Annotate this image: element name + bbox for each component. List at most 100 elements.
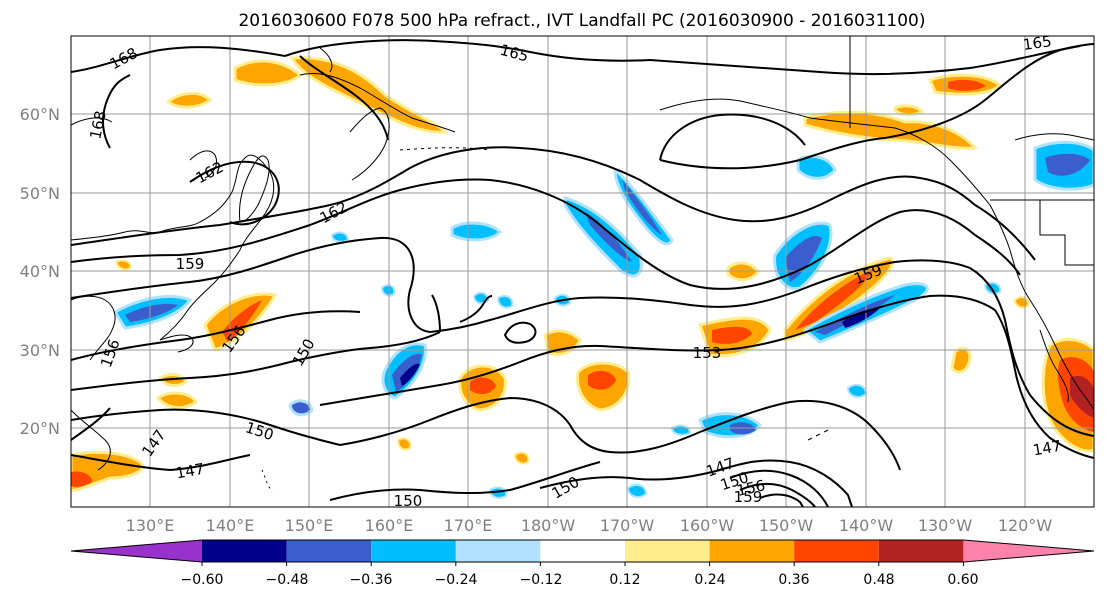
colorbar-cell	[202, 540, 287, 562]
lat-label: 60°N	[20, 105, 60, 124]
positive-region	[165, 92, 213, 109]
negative-region	[846, 383, 868, 398]
contour-line	[71, 408, 341, 446]
coastline	[349, 107, 390, 181]
contour-line	[429, 259, 971, 333]
contour-line	[659, 113, 806, 161]
negative-region	[488, 486, 508, 499]
contour-line	[729, 469, 829, 507]
positive-region	[513, 451, 530, 465]
contour-line	[503, 321, 537, 344]
lon-label: 170°W	[600, 516, 655, 535]
lat-label: 20°N	[20, 419, 60, 438]
lon-label: 130°E	[126, 516, 175, 535]
colorbar-tick: 0.60	[947, 572, 978, 588]
negative-region	[330, 231, 350, 243]
colorbar-tick: 0.24	[694, 572, 725, 588]
negative-region	[626, 483, 648, 498]
colorbar-cell	[371, 540, 456, 562]
contour-label: 159	[734, 488, 763, 506]
negative-region	[400, 363, 420, 386]
colorbar-cell	[455, 540, 541, 562]
colorbar-tick: −0.36	[350, 572, 393, 588]
figure-title: 2016030600 F078 500 hPa refract., IVT La…	[238, 11, 925, 31]
lon-label: 150°W	[759, 516, 814, 535]
coastline	[1029, 299, 1094, 411]
contour-line	[459, 295, 493, 323]
lon-label: 130°W	[918, 516, 973, 535]
contour-label: 147	[1031, 437, 1062, 460]
colorbar-tick: −0.60	[181, 572, 224, 588]
positive-region	[71, 471, 92, 487]
lat-label: 40°N	[20, 262, 60, 281]
contour-label: 150	[394, 492, 423, 510]
contour-line	[189, 160, 280, 226]
positive-region	[155, 391, 198, 409]
positive-region	[1070, 375, 1094, 418]
coastline	[231, 154, 275, 251]
colorbar-tick: −0.12	[520, 572, 563, 588]
coastline	[239, 155, 270, 223]
positive-region	[712, 326, 752, 344]
lon-label: 140°E	[206, 516, 255, 535]
colorbar-tick: 0.36	[778, 572, 809, 588]
colorbar-cell	[71, 540, 202, 562]
lon-label: 120°W	[998, 516, 1053, 535]
contour-line	[489, 179, 976, 290]
contour-line	[71, 331, 441, 391]
contour-line	[519, 147, 976, 223]
positive-region	[948, 79, 986, 91]
colorbar-tick: −0.48	[266, 572, 309, 588]
colorbar-cell	[878, 540, 964, 562]
height-contours	[71, 39, 1094, 507]
contour-line	[649, 45, 1081, 76]
colorbar-cell	[540, 540, 625, 562]
contour-label: 147	[174, 460, 205, 483]
contour-line	[431, 294, 441, 333]
contour-line	[739, 483, 816, 507]
positive-region	[588, 370, 616, 390]
colorbar-cell	[286, 540, 372, 562]
contour-line	[71, 310, 361, 361]
contour-line	[299, 55, 389, 141]
coastline	[807, 429, 829, 441]
colorbar-ticks: −0.60 −0.48 −0.36 −0.24 −0.12 0.12 0.24 …	[181, 572, 979, 588]
longitude-labels: 130°E 140°E 150°E 160°E 170°E 180°W 170°…	[126, 516, 1053, 535]
contour-line	[969, 267, 1094, 437]
lat-label: 30°N	[20, 341, 60, 360]
negative-region	[288, 399, 314, 417]
colorbar-cells	[70, 539, 1095, 566]
contour-line	[974, 234, 1021, 276]
contour-line	[759, 493, 804, 507]
coastline	[1014, 133, 1094, 141]
coastline	[659, 98, 811, 119]
contour-line	[539, 459, 853, 507]
coastline	[1039, 200, 1094, 266]
negative-region	[380, 284, 396, 297]
coastline	[399, 147, 491, 151]
negative-region	[842, 308, 880, 328]
contour-label: 165	[1022, 32, 1053, 54]
colorbar: −0.60 −0.48 −0.36 −0.24 −0.12 0.12 0.24 …	[70, 539, 1095, 588]
contour-line	[71, 407, 111, 441]
contour-line	[71, 46, 286, 73]
map-frame	[70, 35, 1095, 508]
lon-label: 160°W	[680, 516, 735, 535]
negative-region	[622, 180, 662, 235]
positive-region	[396, 437, 412, 451]
positive-region	[222, 300, 262, 342]
positive-region	[114, 259, 132, 271]
contour-line	[71, 236, 431, 333]
colorbar-cell	[625, 540, 710, 562]
contour-line	[284, 39, 651, 62]
negative-region	[450, 221, 503, 242]
positive-region	[795, 268, 875, 330]
latitude-labels: 60°N 50°N 40°N 30°N 20°N	[20, 105, 60, 438]
positive-region	[950, 346, 972, 374]
colorbar-cell	[709, 540, 795, 562]
contour-line	[339, 396, 701, 454]
contour-line	[659, 137, 886, 170]
contour-line	[71, 454, 251, 472]
contour-label: 168	[86, 109, 110, 141]
